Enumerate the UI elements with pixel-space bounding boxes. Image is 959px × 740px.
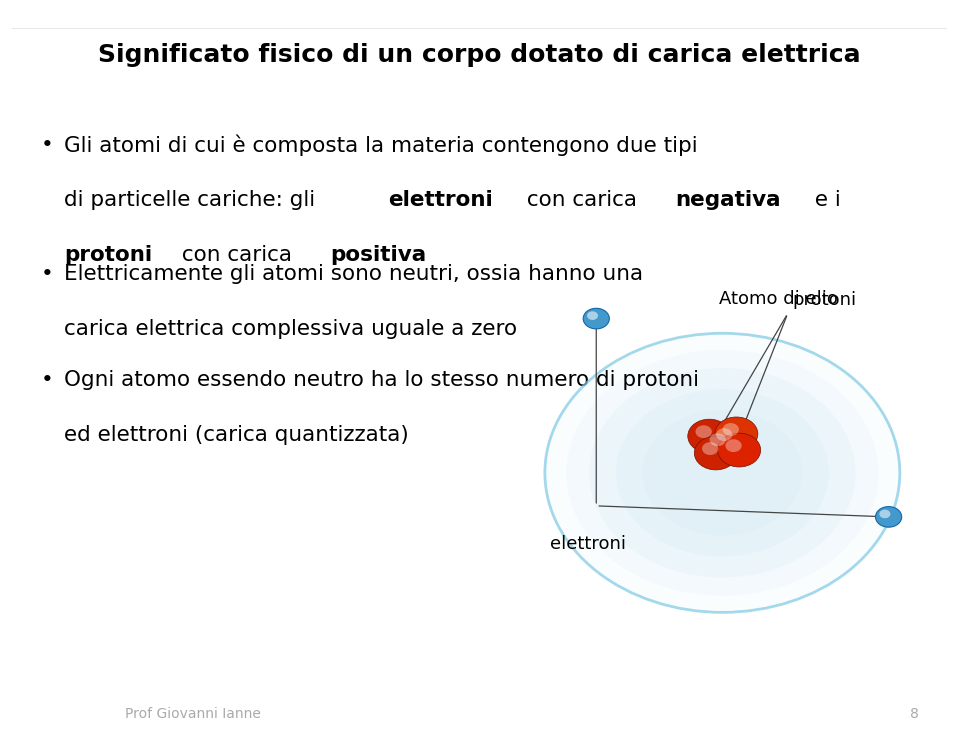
Text: •: • (40, 370, 54, 390)
Circle shape (688, 419, 731, 453)
Text: ed elettroni (carica quantizzata): ed elettroni (carica quantizzata) (64, 425, 409, 445)
Circle shape (710, 434, 726, 446)
Circle shape (879, 510, 890, 518)
Circle shape (694, 436, 737, 470)
Text: Ogni atomo essendo neutro ha lo stesso numero di protoni: Ogni atomo essendo neutro ha lo stesso n… (64, 370, 699, 390)
Circle shape (702, 443, 718, 455)
Text: elettroni: elettroni (550, 535, 625, 554)
Text: Elettricamente gli atomi sono neutri, ossia hanno una: Elettricamente gli atomi sono neutri, os… (64, 263, 643, 283)
Text: con carica: con carica (520, 190, 643, 210)
Circle shape (717, 433, 760, 467)
Text: positiva: positiva (330, 245, 427, 265)
Text: carica elettrica complessiva uguale a zero: carica elettrica complessiva uguale a ze… (64, 319, 517, 339)
Circle shape (876, 507, 901, 527)
Text: •: • (40, 135, 54, 155)
Text: 8: 8 (910, 707, 919, 721)
Circle shape (722, 423, 739, 436)
Text: •: • (40, 263, 54, 283)
Text: Significato fisico di un corpo dotato di carica elettrica: Significato fisico di un corpo dotato di… (98, 43, 861, 67)
Circle shape (616, 389, 829, 556)
Circle shape (708, 422, 750, 456)
Circle shape (716, 428, 733, 441)
Circle shape (725, 440, 741, 452)
Circle shape (643, 410, 803, 536)
Circle shape (566, 350, 878, 596)
Text: Prof Giovanni Ianne: Prof Giovanni Ianne (125, 707, 261, 721)
Circle shape (589, 369, 855, 577)
Text: protoni: protoni (64, 245, 152, 265)
Circle shape (714, 417, 758, 451)
Circle shape (545, 333, 900, 613)
Text: Atomo di elio: Atomo di elio (719, 289, 838, 308)
Text: Gli atomi di cui è composta la materia contengono due tipi: Gli atomi di cui è composta la materia c… (64, 135, 697, 156)
Text: e i: e i (808, 190, 841, 210)
Text: negativa: negativa (675, 190, 781, 210)
Text: di particelle cariche: gli: di particelle cariche: gli (64, 190, 322, 210)
Circle shape (587, 312, 598, 320)
Circle shape (701, 427, 744, 461)
Text: protoni: protoni (792, 292, 856, 309)
Circle shape (695, 425, 712, 438)
Text: con carica: con carica (175, 245, 298, 265)
Text: elettroni: elettroni (388, 190, 493, 210)
Circle shape (583, 309, 609, 329)
